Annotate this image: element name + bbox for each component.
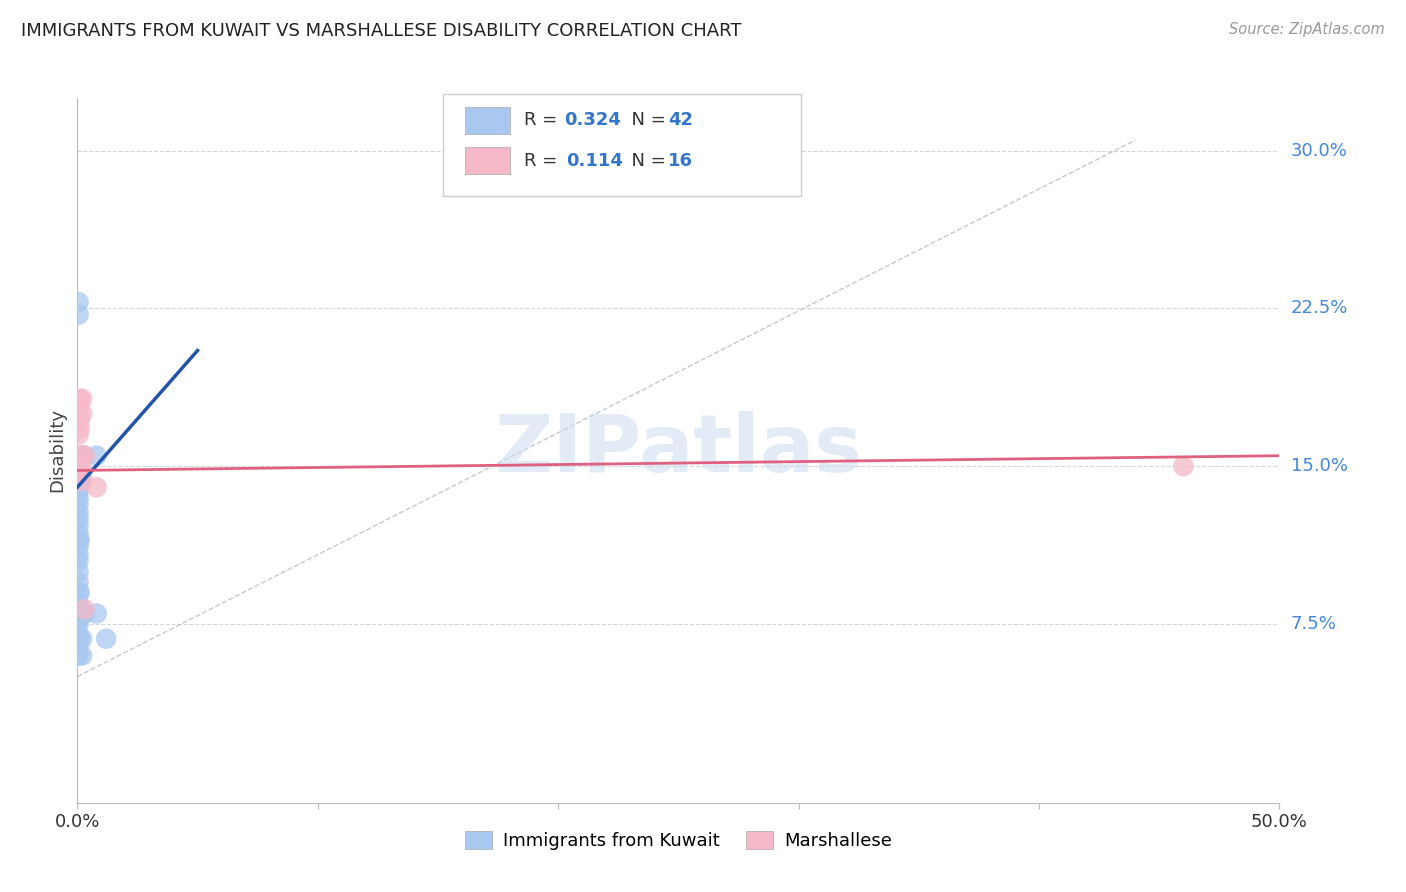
Y-axis label: Disability: Disability xyxy=(48,409,66,492)
Text: IMMIGRANTS FROM KUWAIT VS MARSHALLESE DISABILITY CORRELATION CHART: IMMIGRANTS FROM KUWAIT VS MARSHALLESE DI… xyxy=(21,22,741,40)
Text: 16: 16 xyxy=(668,152,693,169)
Text: 22.5%: 22.5% xyxy=(1291,300,1348,318)
Text: ZIPatlas: ZIPatlas xyxy=(495,411,862,490)
Point xyxy=(70,449,93,463)
Point xyxy=(86,449,108,463)
Point xyxy=(67,512,90,526)
Point xyxy=(67,427,90,442)
Text: R =: R = xyxy=(524,112,564,129)
Point xyxy=(73,607,96,621)
Point xyxy=(69,463,91,477)
Legend: Immigrants from Kuwait, Marshallese: Immigrants from Kuwait, Marshallese xyxy=(457,823,900,857)
Text: N =: N = xyxy=(620,152,672,169)
Point xyxy=(69,413,91,427)
Point xyxy=(67,617,90,632)
Text: 30.0%: 30.0% xyxy=(1291,142,1347,160)
Point xyxy=(67,548,90,562)
Point xyxy=(1173,459,1195,474)
Point xyxy=(69,421,91,435)
Text: 7.5%: 7.5% xyxy=(1291,615,1337,633)
Point xyxy=(96,632,118,646)
Point xyxy=(70,607,93,621)
Point xyxy=(67,484,90,499)
Point xyxy=(69,632,91,646)
Text: 0.114: 0.114 xyxy=(567,152,623,169)
Point xyxy=(69,392,91,406)
Point xyxy=(69,610,91,624)
Point xyxy=(67,539,90,553)
Point xyxy=(70,407,93,421)
Point xyxy=(70,632,93,646)
Point xyxy=(67,463,90,477)
Point xyxy=(67,518,90,533)
Point xyxy=(70,463,93,477)
Text: 0.324: 0.324 xyxy=(564,112,620,129)
Point xyxy=(73,449,96,463)
Point xyxy=(69,533,91,547)
Point xyxy=(70,449,93,463)
Point xyxy=(73,602,96,616)
Point xyxy=(67,480,90,494)
Point xyxy=(67,533,90,547)
Point xyxy=(67,526,90,541)
Point xyxy=(67,459,90,474)
Point xyxy=(67,449,90,463)
Point xyxy=(67,574,90,589)
Point xyxy=(70,469,93,483)
Point xyxy=(67,585,90,599)
Point xyxy=(73,449,96,463)
Point xyxy=(86,607,108,621)
Point xyxy=(67,638,90,652)
Point xyxy=(70,392,93,406)
Point xyxy=(67,607,90,621)
Point xyxy=(67,474,90,488)
Point xyxy=(70,648,93,663)
Point xyxy=(67,295,90,310)
Point xyxy=(67,596,90,610)
Point xyxy=(67,627,90,641)
Text: Source: ZipAtlas.com: Source: ZipAtlas.com xyxy=(1229,22,1385,37)
Point xyxy=(67,565,90,579)
Point xyxy=(67,554,90,568)
Text: 15.0%: 15.0% xyxy=(1291,458,1347,475)
Point xyxy=(67,308,90,322)
Point xyxy=(70,474,93,488)
Point xyxy=(67,401,90,415)
Point xyxy=(67,648,90,663)
Point xyxy=(67,491,90,505)
Point xyxy=(67,497,90,511)
Point xyxy=(67,506,90,520)
Point xyxy=(67,459,90,474)
Point xyxy=(67,469,90,483)
Text: 42: 42 xyxy=(668,112,693,129)
Text: R =: R = xyxy=(524,152,569,169)
Text: N =: N = xyxy=(620,112,672,129)
Point xyxy=(86,480,108,494)
Point xyxy=(69,585,91,599)
